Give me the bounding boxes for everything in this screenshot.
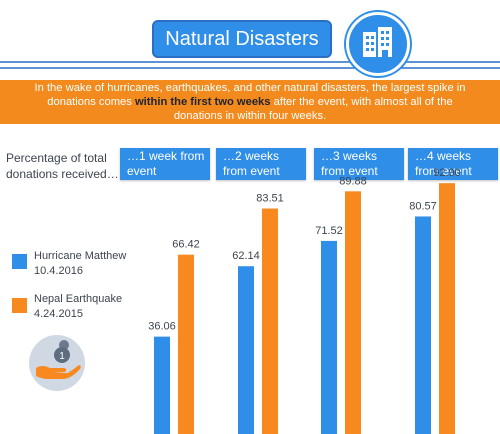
legend-earthquake-date: 4.24.2015 <box>34 308 83 320</box>
value-label-hurricane-3: 71.52 <box>315 225 343 237</box>
summary-banner: In the wake of hurricanes, earthquakes, … <box>0 80 500 124</box>
buildings-icon <box>346 12 410 76</box>
banner-text-before: In the wake of hurricanes, earthquakes, … <box>34 82 466 108</box>
page-title: Natural Disasters <box>152 20 332 58</box>
legend-hurricane-name: Hurricane Matthew <box>34 250 127 262</box>
value-label-earthquake-2: 83.51 <box>256 193 284 205</box>
value-label-earthquake-3: 89.88 <box>339 175 367 187</box>
legend-swatch-earthquake <box>12 298 27 313</box>
bar-hurricane-1 <box>154 336 170 434</box>
period-header-1: …1 week from event <box>120 148 210 180</box>
banner-highlight: within the first two weeks <box>134 96 271 108</box>
value-label-hurricane-4: 80.57 <box>409 200 437 212</box>
coins-in-hand-icon: 1 <box>29 335 85 391</box>
svg-text:1: 1 <box>59 351 65 362</box>
legend-hurricane-date: 10.4.2016 <box>34 265 83 277</box>
header-divider-lines <box>0 61 500 69</box>
legend-label-earthquake: Nepal Earthquake 4.24.2015 <box>34 292 122 322</box>
period-header-4: …4 weeks from event <box>408 148 498 180</box>
value-label-earthquake-4: 92.90 <box>433 167 461 179</box>
legend-earthquake-name: Nepal Earthquake <box>34 293 123 305</box>
value-label-hurricane-2: 62.14 <box>232 250 260 262</box>
bar-earthquake-3 <box>345 191 361 434</box>
bar-hurricane-3 <box>321 240 337 434</box>
banner-text-after: after the event, with almost all of the … <box>173 96 453 122</box>
bar-hurricane-2 <box>238 266 254 434</box>
bar-hurricane-4 <box>415 216 431 434</box>
bar-earthquake-4 <box>439 183 455 434</box>
legend-swatch-hurricane <box>12 254 27 269</box>
row-title: Percentage of total donations received… <box>6 151 119 181</box>
bar-earthquake-2 <box>262 208 278 434</box>
period-header-3: …3 weeks from event <box>314 148 404 180</box>
legend-label-hurricane: Hurricane Matthew 10.4.2016 <box>34 249 126 279</box>
period-header-2: …2 weeks from event <box>216 148 306 180</box>
value-label-hurricane-1: 36.06 <box>148 321 176 333</box>
bar-earthquake-1 <box>178 254 194 434</box>
value-label-earthquake-1: 66.42 <box>172 239 200 251</box>
